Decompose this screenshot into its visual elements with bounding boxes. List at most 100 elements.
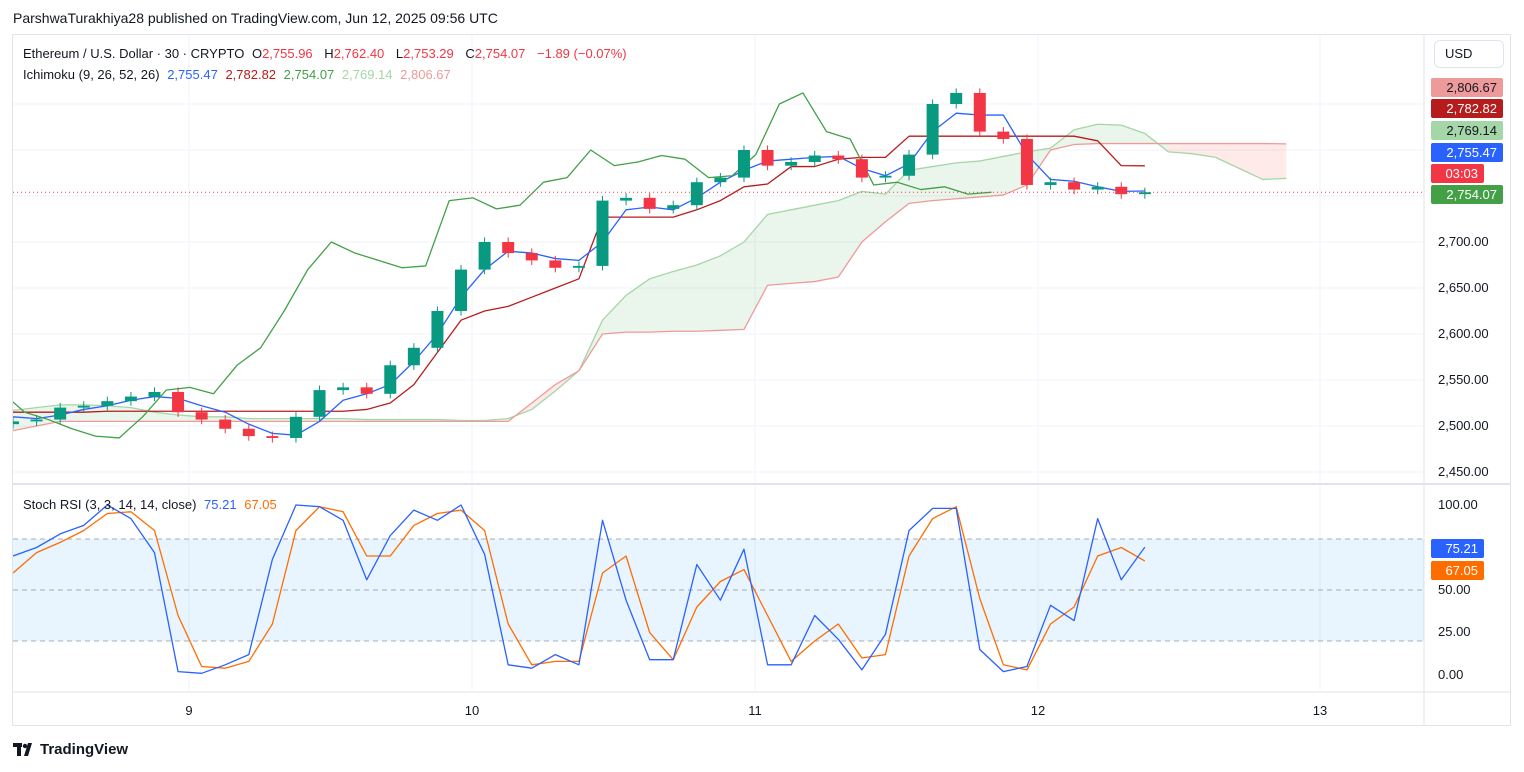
candle-down: [525, 253, 538, 261]
price-tick: 2,650.00: [1438, 280, 1489, 295]
candle-down: [997, 131, 1010, 139]
high-value: 2,762.40: [333, 46, 385, 61]
candle-up: [384, 365, 397, 394]
cloud-bullish-segment: [814, 200, 839, 282]
candle-down: [549, 260, 562, 268]
candle-down: [266, 436, 279, 438]
candle-up: [77, 405, 90, 408]
candle-down: [219, 419, 232, 429]
time-tick: 12: [1030, 703, 1046, 718]
currency-button[interactable]: USD: [1434, 40, 1504, 68]
candle-down: [1115, 186, 1128, 195]
stoch-pane: [13, 504, 1424, 674]
ichimoku-span-b-value: 2,806.67: [400, 67, 451, 82]
candle-up: [903, 154, 916, 176]
stoch-legend: Stoch RSI (3, 3, 14, 14, close) 75.21 67…: [23, 497, 281, 512]
cloud-bullish-segment: [720, 242, 744, 331]
candle-up: [690, 182, 703, 206]
price-tick: 2,700.00: [1438, 234, 1489, 249]
publish-attribution: ParshwaTurakhiya28 published on TradingV…: [13, 10, 498, 26]
cloud-bullish-segment: [979, 156, 1004, 197]
stoch-d-badge: 67.05: [1431, 561, 1484, 580]
chart-frame: [12, 34, 1511, 726]
low-value: 2,753.29: [403, 46, 454, 61]
cloud-bullish-segment: [1121, 125, 1145, 144]
ichimoku-label[interactable]: Ichimoku (9, 26, 52, 26): [23, 67, 160, 82]
candle-down: [1068, 182, 1081, 190]
symbol-name[interactable]: Ethereum / U.S. Dollar · 30 · CRYPTO: [23, 46, 245, 61]
cloud-bullish-segment: [626, 278, 650, 333]
time-tick: 10: [464, 703, 480, 718]
span-a-price-badge: 2,769.14: [1431, 121, 1503, 140]
last-price-badge: 2,754.07: [1431, 185, 1503, 204]
candle-up: [1044, 182, 1057, 185]
cloud-bearish-segment: [1215, 143, 1240, 169]
cloud-bullish-segment: [861, 191, 886, 242]
stoch-label[interactable]: Stoch RSI (3, 3, 14, 14, close): [23, 497, 197, 512]
brand-name: TradingView: [40, 741, 129, 758]
candle-down: [855, 159, 868, 178]
price-tick: 2,500.00: [1438, 418, 1489, 433]
cloud-bullish-segment: [743, 214, 768, 330]
candle-up: [148, 391, 161, 397]
candle-up: [478, 242, 491, 270]
candle-up: [737, 150, 750, 178]
candle-up: [785, 161, 798, 166]
stoch-k-line: [13, 504, 1146, 674]
time-tick: 11: [748, 703, 762, 718]
price-tick: 2,550.00: [1438, 372, 1489, 387]
symbol-legend: Ethereum / U.S. Dollar · 30 · CRYPTO O2,…: [23, 46, 631, 61]
candle-up: [667, 205, 680, 209]
stoch-tick: 25.00: [1438, 624, 1471, 639]
candle-down: [643, 197, 656, 209]
candle-up: [714, 177, 727, 183]
candle-up: [808, 155, 821, 162]
open-value: 2,755.96: [262, 46, 313, 61]
candle-up: [950, 92, 963, 104]
candle-up: [13, 421, 19, 425]
cloud-bullish-segment: [602, 295, 627, 334]
close-label: C: [465, 46, 475, 61]
candle-down: [195, 412, 208, 420]
candle-down: [973, 92, 986, 132]
ichimoku-lagging-value: 2,754.07: [283, 67, 335, 82]
cloud-bullish-segment: [649, 271, 674, 333]
stoch-d-value: 67.05: [244, 497, 277, 512]
conversion-price-badge: 2,755.47: [1431, 143, 1503, 162]
close-value: 2,754.07: [474, 46, 526, 61]
base-price-badge: 2,782.82: [1431, 99, 1503, 118]
ichimoku-span-a-line: [13, 123, 1287, 422]
candle-up: [124, 396, 137, 402]
tradingview-logo[interactable]: TradingView: [13, 741, 128, 758]
ichimoku-legend: Ichimoku (9, 26, 52, 26) 2,755.47 2,782.…: [23, 67, 455, 82]
cloud-bearish-segment: [531, 384, 556, 410]
candle-up: [1091, 186, 1104, 190]
bar-countdown-badge: 03:03: [1431, 164, 1484, 183]
candle-up: [313, 390, 326, 417]
candle-up: [431, 311, 444, 348]
candle-down: [502, 242, 515, 254]
cloud-bullish-segment: [838, 191, 862, 277]
cloud-bullish-segment: [932, 162, 957, 201]
ichimoku-lagging-line: [13, 92, 992, 439]
candle-up: [596, 200, 609, 266]
cloud-bullish-segment: [696, 255, 721, 332]
cloud-bullish-segment: [107, 405, 131, 422]
cloud-bullish-segment: [1097, 124, 1122, 144]
low-label: L: [395, 46, 404, 61]
span-b-price-badge: 2,806.67: [1431, 78, 1503, 97]
time-tick: 9: [185, 703, 193, 718]
ichimoku-span-a-value: 2,769.14: [341, 67, 393, 82]
stoch-tick: 50.00: [1438, 582, 1471, 597]
time-tick: 13: [1312, 703, 1328, 718]
ichimoku-conversion-line: [13, 112, 1145, 436]
candle-down: [242, 428, 255, 437]
candle-up: [572, 265, 585, 268]
ichimoku-conversion-value: 2,755.47: [167, 67, 218, 82]
cloud-bearish-segment: [1192, 143, 1216, 158]
high-label: H: [324, 46, 334, 61]
stoch-tick: 0.00: [1438, 667, 1464, 682]
price-tick: 2,450.00: [1438, 464, 1489, 479]
cloud-bullish-segment: [673, 265, 697, 332]
